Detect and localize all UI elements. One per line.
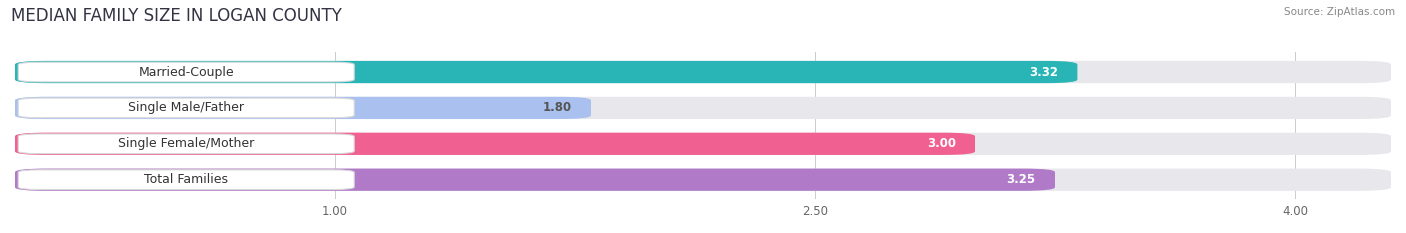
FancyBboxPatch shape <box>15 97 1391 119</box>
FancyBboxPatch shape <box>15 169 1391 191</box>
Text: 3.00: 3.00 <box>927 137 956 150</box>
Text: 1.80: 1.80 <box>543 101 572 114</box>
FancyBboxPatch shape <box>15 61 1391 83</box>
FancyBboxPatch shape <box>15 133 974 155</box>
Text: 3.25: 3.25 <box>1007 173 1036 186</box>
FancyBboxPatch shape <box>18 170 354 190</box>
FancyBboxPatch shape <box>15 97 591 119</box>
Text: Source: ZipAtlas.com: Source: ZipAtlas.com <box>1284 7 1395 17</box>
FancyBboxPatch shape <box>18 134 354 154</box>
FancyBboxPatch shape <box>15 133 1391 155</box>
Text: Single Female/Mother: Single Female/Mother <box>118 137 254 150</box>
Text: MEDIAN FAMILY SIZE IN LOGAN COUNTY: MEDIAN FAMILY SIZE IN LOGAN COUNTY <box>11 7 342 25</box>
Text: Total Families: Total Families <box>145 173 228 186</box>
FancyBboxPatch shape <box>15 169 1054 191</box>
Text: Married-Couple: Married-Couple <box>138 65 233 79</box>
Text: Single Male/Father: Single Male/Father <box>128 101 245 114</box>
FancyBboxPatch shape <box>18 98 354 118</box>
Text: 3.32: 3.32 <box>1029 65 1059 79</box>
FancyBboxPatch shape <box>15 61 1077 83</box>
FancyBboxPatch shape <box>18 62 354 82</box>
